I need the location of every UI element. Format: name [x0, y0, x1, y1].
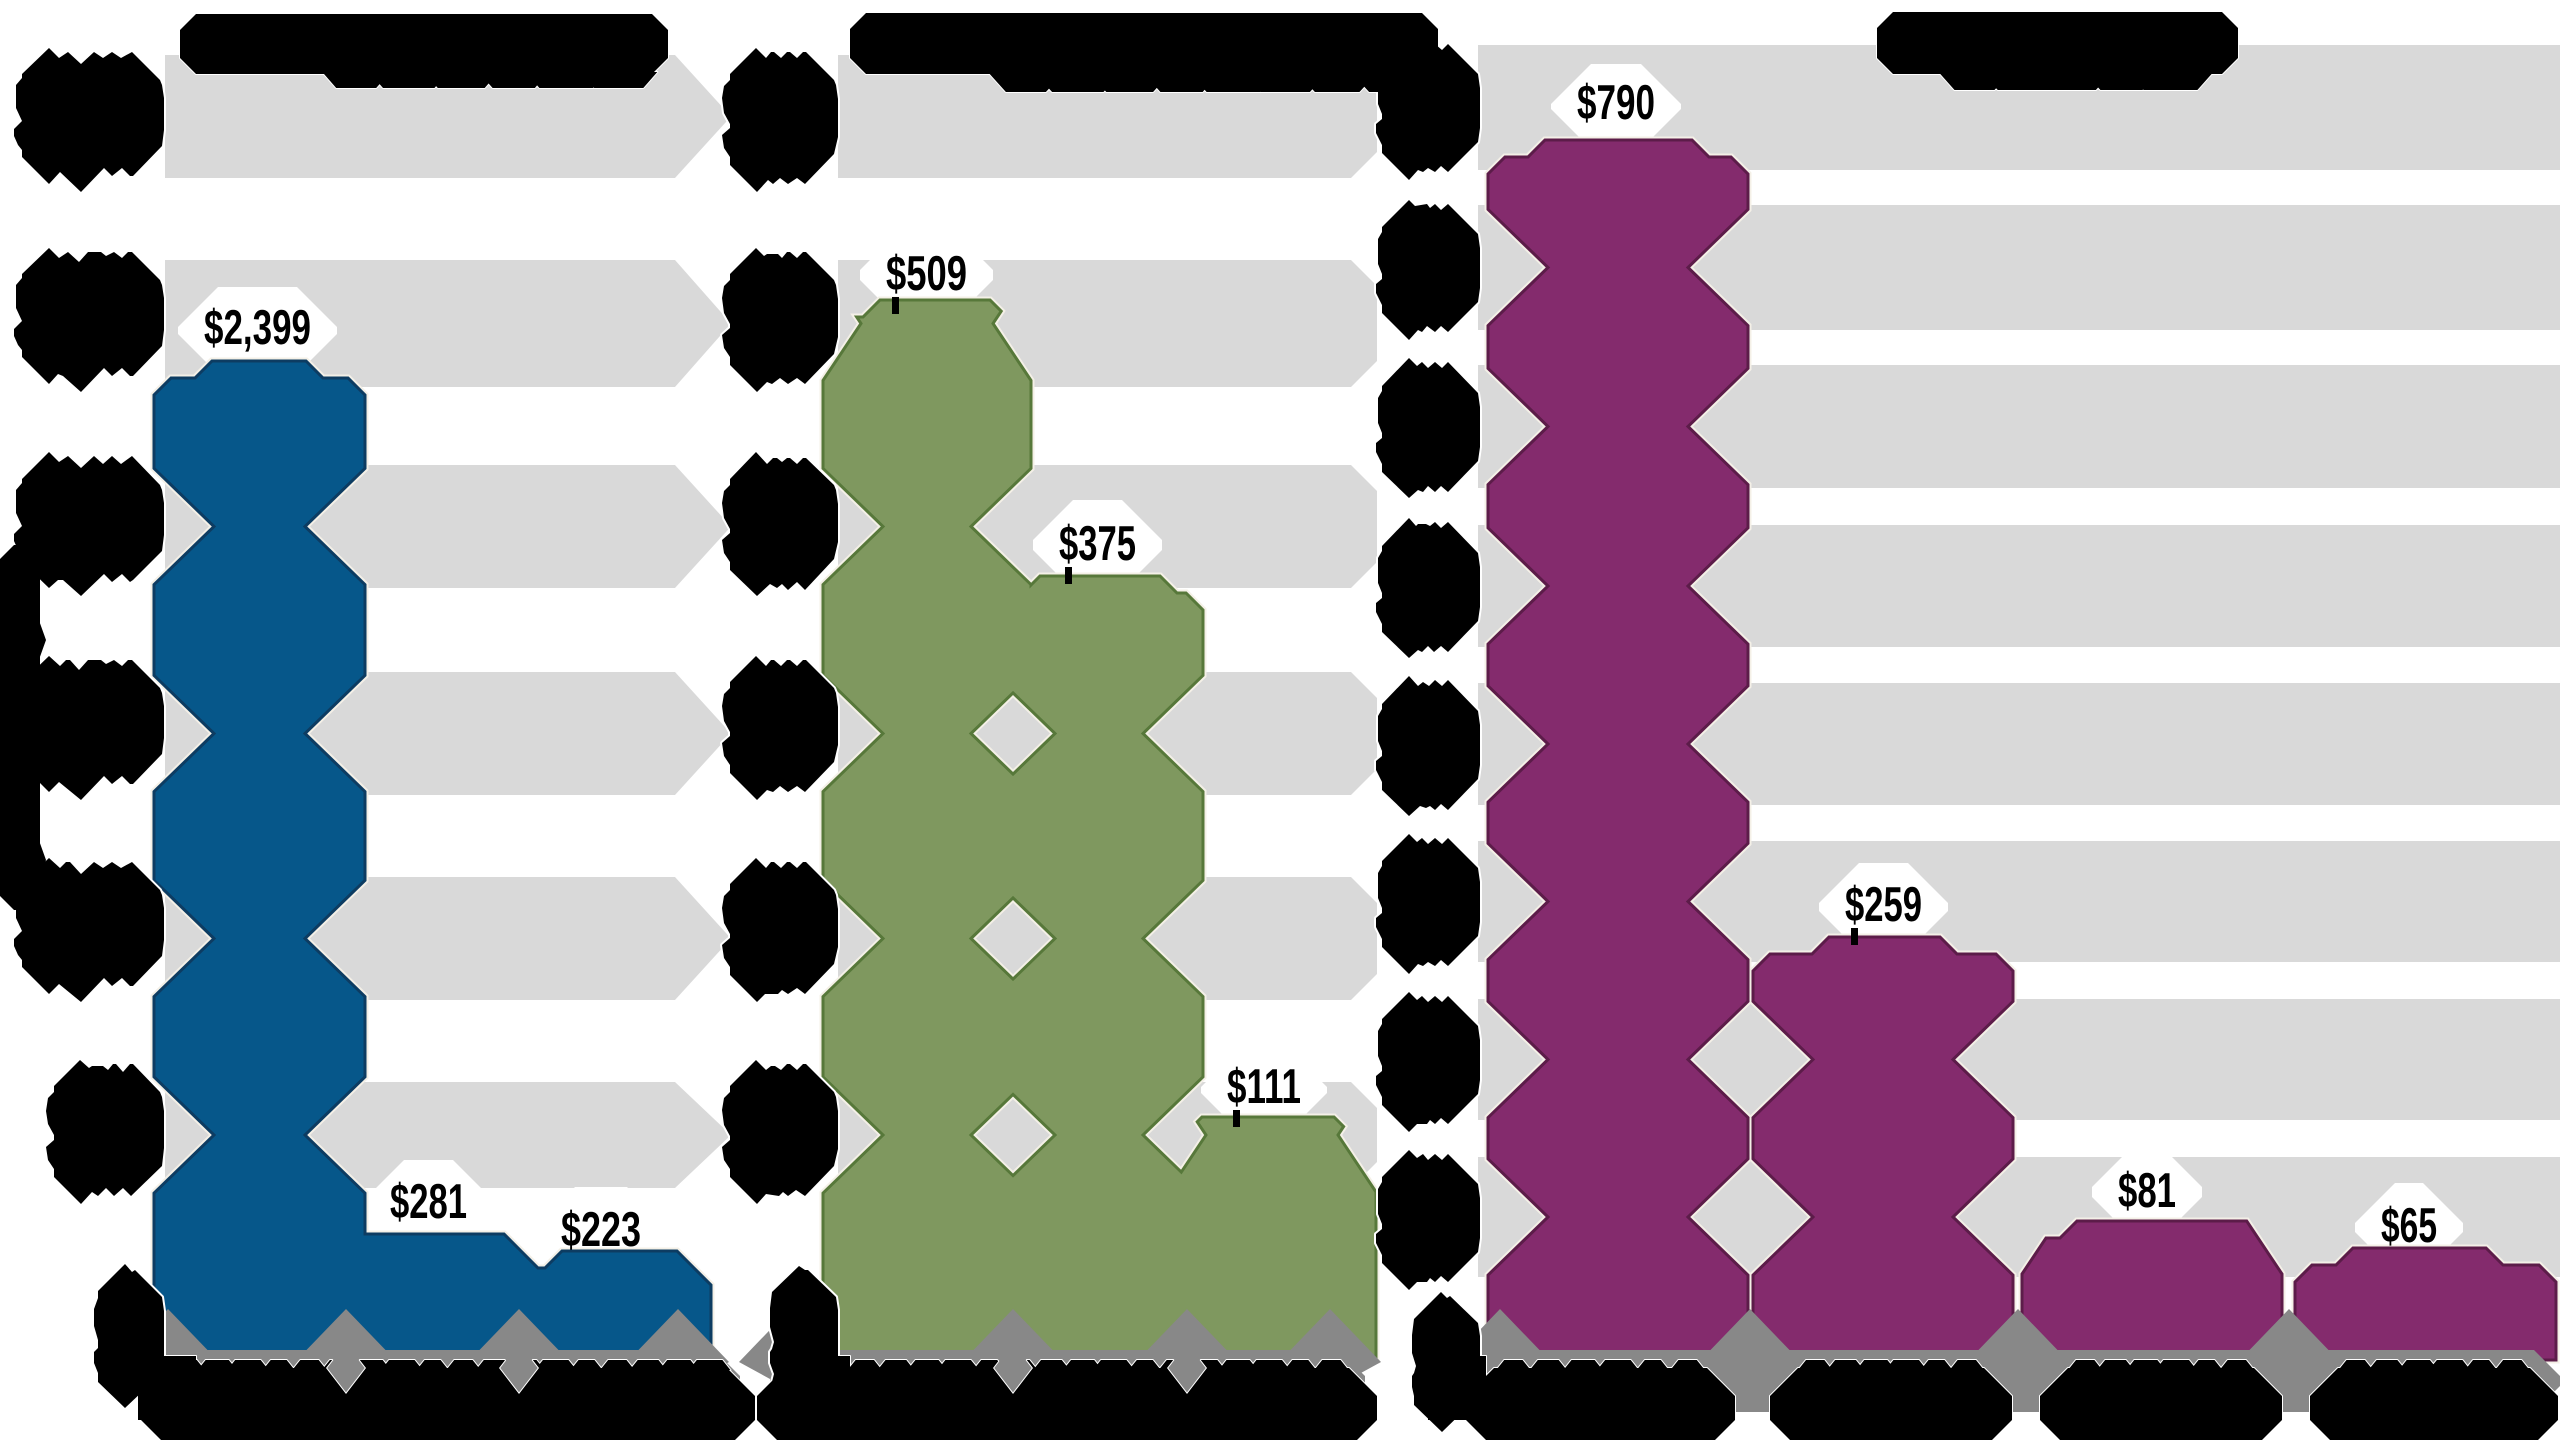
svg-text:$223: $223 [561, 1203, 641, 1257]
svg-text:$790: $790 [1577, 76, 1655, 130]
svg-text:$2,399: $2,399 [204, 301, 311, 355]
svg-text:$65: $65 [2381, 1199, 2437, 1253]
svg-text:$259: $259 [1845, 878, 1922, 932]
svg-text:$81: $81 [2118, 1164, 2176, 1218]
svg-text:$281: $281 [390, 1175, 467, 1229]
svg-text:$111: $111 [1227, 1060, 1301, 1114]
svg-text:$375: $375 [1059, 517, 1136, 571]
svg-text:$509: $509 [886, 247, 967, 301]
